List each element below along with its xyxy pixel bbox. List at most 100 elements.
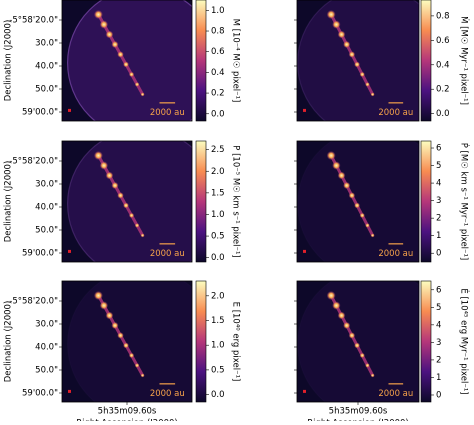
- map-disc: [297, 281, 419, 402]
- map: [62, 281, 192, 402]
- knot: [123, 342, 129, 349]
- colorbar-tick-label: 1.0: [211, 341, 225, 351]
- map-disc: [67, 0, 192, 121]
- colorbar-tick-label: 1.0: [211, 6, 225, 16]
- colorbar-tick-label: 4: [436, 179, 441, 189]
- y-tick-label: -5°58'20.0": [9, 16, 58, 26]
- knot: [348, 51, 356, 58]
- colorbar-tick-label: 5: [436, 161, 441, 171]
- colorbar-tick-label: 6: [436, 285, 441, 295]
- knot: [93, 291, 103, 301]
- colorbar-label: Ė [10⁴⁵ erg Myr⁻¹ pixel⁻¹]: [459, 288, 470, 394]
- knot: [140, 92, 145, 97]
- colorbar-tick-label: 5: [436, 303, 441, 313]
- colorbar-tick-label: 0.6: [436, 36, 450, 46]
- knot: [99, 20, 109, 29]
- map: [297, 0, 419, 121]
- scale-bar-label: 2000 au: [150, 249, 185, 259]
- knot: [111, 40, 119, 49]
- beam-marker: [303, 108, 306, 112]
- y-tick-label: 30.0": [35, 320, 58, 330]
- map: [62, 0, 192, 121]
- colorbar-label: E [10⁴⁰ erg pixel⁻¹]: [231, 302, 241, 382]
- colorbar: [420, 140, 432, 263]
- y-tick-label: 50.0": [35, 226, 58, 236]
- colorbar-tick-label: 0.0: [436, 109, 450, 119]
- knot: [343, 321, 351, 330]
- knot: [105, 311, 114, 320]
- knot: [326, 10, 336, 20]
- colorbar-tick-label: 0.4: [436, 60, 450, 70]
- colorbar-tick-label: 0.2: [211, 89, 225, 99]
- beam-marker: [68, 389, 71, 393]
- colorbar-tick-label: 2: [436, 214, 441, 224]
- colorbar-tick-label: 1.0: [211, 210, 225, 220]
- y-tick-label: 40.0": [35, 203, 58, 213]
- map: [62, 141, 192, 262]
- knot: [359, 352, 365, 359]
- colorbar-tick-label: 6: [436, 144, 441, 154]
- scale-bar-label: 2000 au: [378, 108, 413, 118]
- colorbar-tick-label: 2.5: [211, 145, 225, 155]
- colorbar: [195, 280, 207, 403]
- map-disc: [67, 281, 192, 402]
- colorbar: [420, 0, 432, 122]
- colorbar-tick-label: 0.4: [211, 68, 225, 78]
- colorbar: [195, 140, 207, 263]
- map-frame: [61, 0, 193, 122]
- knot: [359, 212, 365, 219]
- colorbar-tick-label: 2: [436, 355, 441, 365]
- map-background: [62, 281, 192, 402]
- scale-bar-label: 2000 au: [378, 249, 413, 259]
- map-disc: [297, 0, 419, 121]
- knot: [105, 30, 114, 39]
- knot: [128, 212, 135, 219]
- colorbar-tick-label: 0.0: [211, 109, 225, 119]
- y-tick-label: 50.0": [35, 366, 58, 376]
- scale-bar-label: 2000 au: [378, 389, 413, 399]
- knot: [111, 321, 119, 330]
- colorbar-tick-label: 2.0: [211, 291, 225, 301]
- map-frame: [296, 0, 420, 122]
- beam-marker: [303, 249, 306, 253]
- colorbar-tick-label: 0.0: [211, 390, 225, 400]
- knot: [99, 161, 109, 170]
- colorbar-tick-label: 1.5: [211, 316, 225, 326]
- y-tick-label: -5°58'20.0": [9, 297, 58, 307]
- knot: [365, 223, 370, 228]
- colorbar-tick-label: 0.5: [211, 232, 225, 242]
- knot: [370, 233, 375, 238]
- colorbar-tick-label: 0.6: [211, 47, 225, 57]
- knot: [105, 171, 114, 180]
- knot: [348, 332, 356, 339]
- scale-bar-label: 2000 au: [150, 389, 185, 399]
- knot: [117, 332, 124, 339]
- colorbar-tick-label: 1: [436, 231, 441, 241]
- beam-marker: [68, 249, 71, 253]
- map: [297, 141, 419, 262]
- knot: [370, 92, 375, 97]
- knot: [111, 181, 119, 190]
- map-background: [297, 141, 419, 262]
- knot: [354, 61, 361, 68]
- map-background: [297, 281, 419, 402]
- knot: [134, 223, 140, 228]
- colorbar-tick-label: 0: [436, 249, 441, 259]
- y-axis-label: Declination (J2000): [4, 20, 14, 102]
- knot: [326, 291, 336, 301]
- map-frame: [61, 140, 193, 263]
- knot: [117, 51, 124, 58]
- map-disc: [297, 141, 419, 262]
- knot: [359, 71, 365, 78]
- colorbar-label: Ṗ [M☉ km s⁻¹ Myr⁻¹ pixel⁻¹]: [459, 143, 470, 261]
- knot: [365, 363, 370, 368]
- colorbar: [195, 0, 207, 122]
- y-tick-label: 59'00.0": [22, 108, 58, 118]
- colorbar-label: M [10⁻⁴ M☉ pixel⁻¹]: [231, 19, 241, 103]
- x-tick-label: 5h35m09.60s: [98, 407, 157, 417]
- knot: [343, 181, 351, 190]
- colorbar-tick-label: 4: [436, 320, 441, 330]
- beam-marker: [303, 389, 306, 393]
- knot: [343, 40, 351, 49]
- colorbar-tick-label: 0.2: [436, 85, 450, 95]
